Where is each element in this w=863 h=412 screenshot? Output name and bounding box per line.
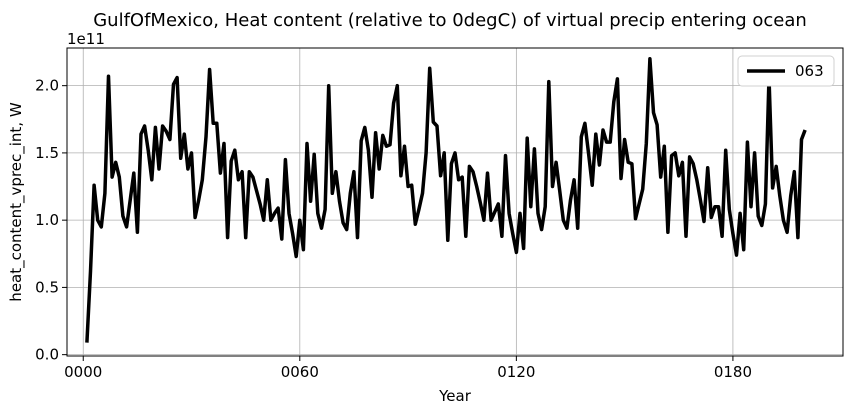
y-tick-label: 1.0: [35, 211, 59, 229]
legend-box: [737, 55, 835, 87]
legend: 063: [737, 55, 835, 87]
y-scale-label: 1e11: [67, 30, 105, 48]
y-tick-label: 0.0: [35, 346, 59, 364]
series-line-063: [85, 57, 807, 343]
grid-lines: [67, 48, 843, 356]
chart-title: GulfOfMexico, Heat content (relative to …: [93, 10, 807, 31]
y-tick-label: 0.5: [35, 278, 59, 296]
series-lines: [85, 57, 807, 343]
y-axis: 0.0 0.5 1.0 1.5 2.0: [35, 77, 67, 364]
x-tick-label: 0180: [714, 363, 752, 381]
x-tick-label: 0060: [281, 363, 319, 381]
y-axis-label: heat_content_vprec_int, W: [7, 102, 26, 302]
legend-label: 063: [795, 62, 824, 80]
x-tick-label: 0120: [497, 363, 535, 381]
x-axis: 0000 0060 0120 0180: [64, 356, 752, 381]
y-tick-label: 1.5: [35, 144, 59, 162]
plot-frame: [66, 47, 844, 357]
x-tick-label: 0000: [64, 363, 102, 381]
y-tick-label: 2.0: [35, 77, 59, 95]
x-axis-label: Year: [438, 387, 472, 405]
